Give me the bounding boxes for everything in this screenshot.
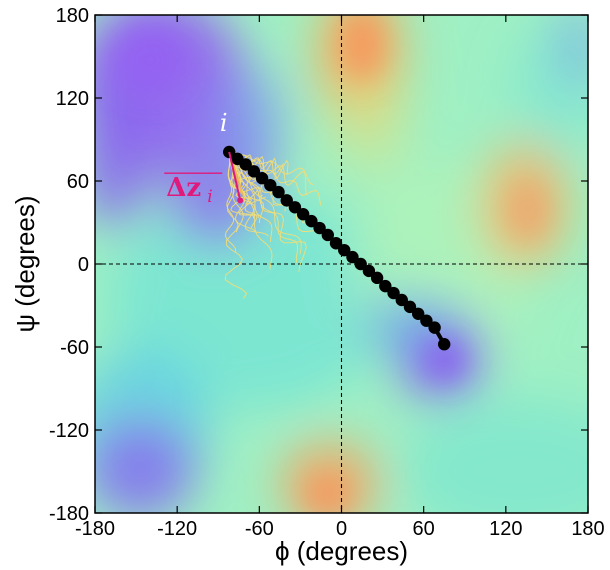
x-tick-label: -120 — [157, 518, 197, 540]
delta-z-arrow — [228, 151, 242, 201]
path-bead — [420, 314, 433, 327]
path-bead — [313, 221, 326, 235]
path-bead — [370, 271, 384, 285]
y-axis: -180 -120 -60 0 60 120 180 — [49, 5, 588, 525]
x-tick-label: 0 — [336, 518, 347, 540]
path-bead — [362, 264, 376, 278]
y-tick-label: -120 — [49, 420, 89, 442]
trajectory-curve — [228, 151, 244, 233]
y-axis-title: ψ (degrees) — [10, 195, 40, 332]
path-bead — [247, 165, 261, 178]
y-tick-label: 0 — [78, 254, 89, 276]
x-axis-title: ϕ (degrees) — [275, 536, 408, 566]
x-axis: -180 -120 -60 0 60 120 180 — [75, 15, 605, 540]
path-bead — [288, 201, 302, 214]
path-bead — [338, 243, 351, 257]
bead-index-label: i — [220, 109, 228, 137]
path-bead — [272, 185, 285, 199]
x-tick-label: -180 — [75, 518, 115, 540]
path-bead — [428, 321, 441, 334]
path-bead — [264, 178, 277, 192]
path-bead — [305, 214, 318, 228]
x-tick-label: 60 — [413, 518, 435, 540]
x-tick-label: -60 — [245, 518, 274, 540]
trajectory-curve — [229, 151, 314, 186]
path-bead — [379, 279, 392, 293]
path-bead — [411, 307, 425, 320]
energy-heatmap — [95, 15, 588, 513]
delta-z-label: Δz — [166, 173, 201, 203]
path-bead — [255, 172, 269, 185]
path-bead — [329, 237, 343, 250]
annotations-group: iΔz i — [164, 109, 244, 207]
path-bead — [346, 250, 359, 264]
delta-z-arrow-head — [237, 197, 244, 204]
path-bead — [438, 338, 451, 351]
x-tick-label: 120 — [489, 518, 522, 540]
path-bead — [354, 257, 367, 271]
path-bead — [239, 158, 252, 171]
path-beads-group — [223, 145, 451, 351]
y-tick-label: -60 — [60, 337, 89, 359]
path-bead — [280, 194, 293, 207]
path-bead — [321, 228, 335, 242]
reference-lines — [95, 15, 588, 513]
y-tick-label: 60 — [67, 171, 89, 193]
path-bead — [296, 208, 310, 221]
trajectory-curve — [224, 151, 248, 299]
y-tick-label: -180 — [49, 503, 89, 525]
delta-z-subscript: i — [207, 187, 212, 207]
y-tick-label: 120 — [56, 88, 89, 110]
path-bead — [403, 300, 417, 314]
path-bead — [387, 286, 400, 300]
y-tick-label: 180 — [56, 5, 89, 27]
x-tick-label: 180 — [571, 518, 604, 540]
path-bead — [395, 293, 408, 307]
